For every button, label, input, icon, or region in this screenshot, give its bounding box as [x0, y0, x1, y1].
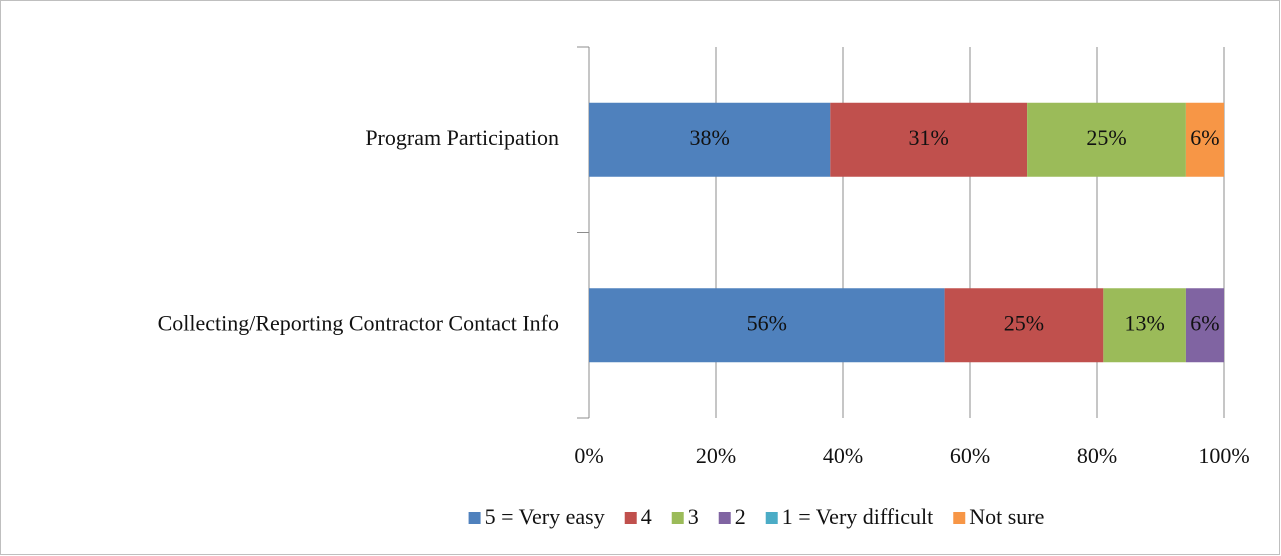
legend-swatch [765, 512, 778, 524]
x-tick-label: 20% [696, 443, 736, 468]
data-label: 38% [689, 125, 729, 150]
data-label: 6% [1190, 310, 1219, 335]
x-tick-label: 0% [574, 443, 603, 468]
legend-label: 2 [735, 504, 746, 529]
legend-label: Not sure [969, 504, 1044, 529]
legend-swatch [468, 512, 481, 524]
data-label: 56% [747, 310, 787, 335]
data-label: 25% [1004, 310, 1044, 335]
x-tick-label: 40% [823, 443, 863, 468]
legend-label: 5 = Very easy [485, 504, 605, 529]
y-tick-label: Collecting/Reporting Contractor Contact … [158, 310, 559, 335]
data-label: 31% [909, 125, 949, 150]
bar-segment [589, 288, 945, 363]
legend-label: 3 [688, 504, 699, 529]
x-tick-label: 80% [1077, 443, 1117, 468]
legend-swatch [953, 512, 966, 524]
legend-label: 1 = Very difficult [782, 504, 934, 529]
bar-segment [1185, 288, 1224, 363]
legend-label: 4 [641, 504, 652, 529]
legend-swatch [624, 512, 637, 524]
x-tick-label: 100% [1198, 443, 1249, 468]
legend-swatch [671, 512, 684, 524]
y-tick-label: Program Participation [365, 125, 559, 150]
data-label: 25% [1086, 125, 1126, 150]
bar-segment [830, 102, 1028, 177]
bar-segment [1027, 102, 1186, 177]
bar-segment [1185, 102, 1224, 177]
legend-swatch [718, 512, 731, 524]
x-tick-label: 60% [950, 443, 990, 468]
data-label: 13% [1124, 310, 1164, 335]
bar-segment [944, 288, 1104, 363]
bar-segment [1103, 288, 1186, 363]
bar-segment [589, 102, 831, 177]
data-label: 6% [1190, 125, 1219, 150]
